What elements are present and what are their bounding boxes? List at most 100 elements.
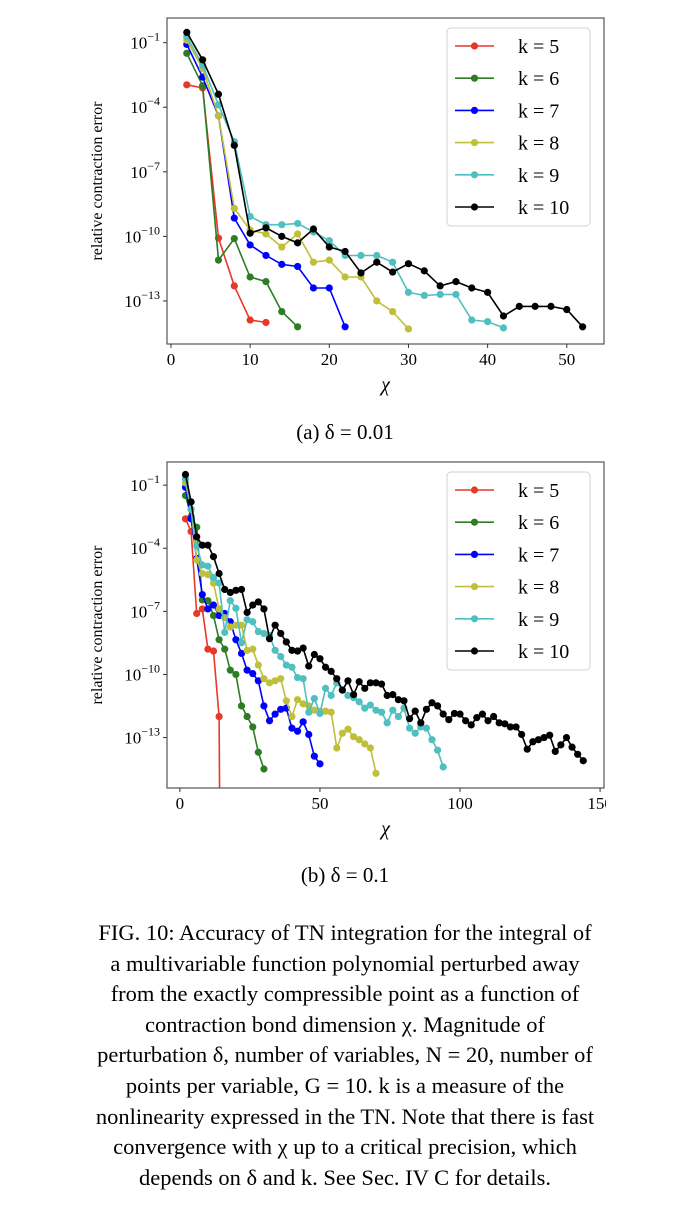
data-point [254, 598, 262, 606]
legend-label: k = 10 [518, 641, 569, 663]
data-point [271, 621, 279, 629]
data-point [246, 316, 254, 324]
data-point [193, 533, 201, 541]
y-tick-label: 10−4 [130, 535, 160, 558]
data-point [411, 729, 419, 737]
data-point [405, 724, 414, 732]
data-point [344, 677, 352, 685]
data-point [428, 699, 436, 707]
data-point [534, 736, 543, 744]
data-point [405, 715, 414, 723]
data-point [450, 709, 459, 718]
data-point [473, 713, 481, 722]
data-point [309, 258, 318, 266]
data-point [389, 706, 397, 714]
series-line [184, 518, 221, 788]
y-tick-label: 10−4 [130, 94, 160, 117]
data-point [349, 691, 358, 699]
series-k9 [181, 475, 447, 771]
data-point [214, 256, 223, 264]
y-axis-label: relative contraction error [89, 545, 106, 705]
data-point [531, 302, 539, 310]
data-point [260, 765, 268, 773]
data-point [518, 730, 526, 739]
data-point [254, 627, 262, 636]
legend-label: k = 7 [518, 100, 559, 122]
data-point [579, 323, 587, 331]
data-point [305, 662, 313, 670]
legend-item: k = 8 [455, 133, 559, 155]
data-point [249, 669, 257, 678]
data-point [254, 748, 262, 756]
data-point [265, 635, 274, 643]
data-point [404, 288, 413, 296]
data-point [327, 667, 335, 675]
data-point [389, 308, 397, 316]
data-point [288, 712, 296, 721]
legend-marker [470, 74, 479, 82]
data-point [568, 743, 576, 751]
data-point [389, 258, 397, 266]
data-point [193, 556, 201, 564]
y-tick-label: 10−10 [124, 661, 160, 684]
legend-item: k = 5 [455, 480, 559, 502]
data-point [327, 708, 335, 716]
data-point [452, 290, 460, 299]
data-point [237, 639, 246, 647]
data-point [278, 243, 286, 251]
chart-b: 05010015010−110−410−710−1010−13χrelative… [89, 461, 606, 840]
data-point [278, 260, 286, 268]
data-point [366, 744, 374, 752]
legend-label: k = 5 [518, 480, 559, 502]
caption-line: points per variable, G = 10. k is a meas… [125, 1072, 565, 1098]
legend-label: k = 6 [518, 68, 559, 90]
y-tick-exponent: −13 [141, 725, 160, 739]
data-point [445, 716, 453, 724]
legend-item: k = 6 [455, 512, 559, 534]
series-k6 [183, 49, 302, 331]
data-point [316, 760, 324, 768]
data-point [246, 241, 254, 249]
data-point [333, 744, 341, 752]
data-point [278, 232, 286, 240]
legend-item: k = 10 [455, 197, 569, 219]
legend-marker [470, 486, 479, 494]
y-tick-base: 10 [130, 539, 147, 558]
data-point [499, 312, 508, 320]
caption-line: convergence with χ up to a critical prec… [113, 1134, 577, 1160]
caption-line: depends on δ and k. See Sec. IV C for de… [139, 1164, 551, 1190]
data-point [563, 305, 571, 314]
data-point [214, 101, 223, 109]
legend-item: k = 10 [455, 641, 569, 663]
data-point [260, 702, 268, 710]
legend-item: k = 9 [455, 165, 559, 187]
data-point [439, 763, 447, 771]
legend-label: k = 7 [518, 544, 559, 566]
y-tick-base: 10 [130, 98, 147, 117]
series-line [186, 52, 299, 328]
data-point [226, 597, 234, 605]
data-point [484, 717, 492, 725]
data-point [249, 618, 257, 626]
data-point [579, 757, 587, 765]
data-point [260, 675, 268, 683]
data-point [183, 81, 191, 89]
data-point [420, 291, 428, 300]
y-tick-label: 10−7 [130, 159, 160, 182]
data-point [243, 616, 251, 624]
data-point [204, 541, 212, 549]
data-point [456, 710, 464, 718]
data-point [215, 569, 223, 578]
legend-label: k = 6 [518, 512, 559, 534]
data-point [221, 628, 229, 636]
data-point [209, 553, 218, 561]
data-point [293, 727, 302, 735]
data-point [243, 608, 251, 617]
data-point [243, 666, 251, 674]
data-point [373, 258, 381, 266]
data-point [422, 724, 430, 732]
data-point [333, 675, 341, 683]
data-point [420, 267, 428, 275]
data-point [214, 90, 223, 98]
y-tick-base: 10 [130, 602, 147, 621]
